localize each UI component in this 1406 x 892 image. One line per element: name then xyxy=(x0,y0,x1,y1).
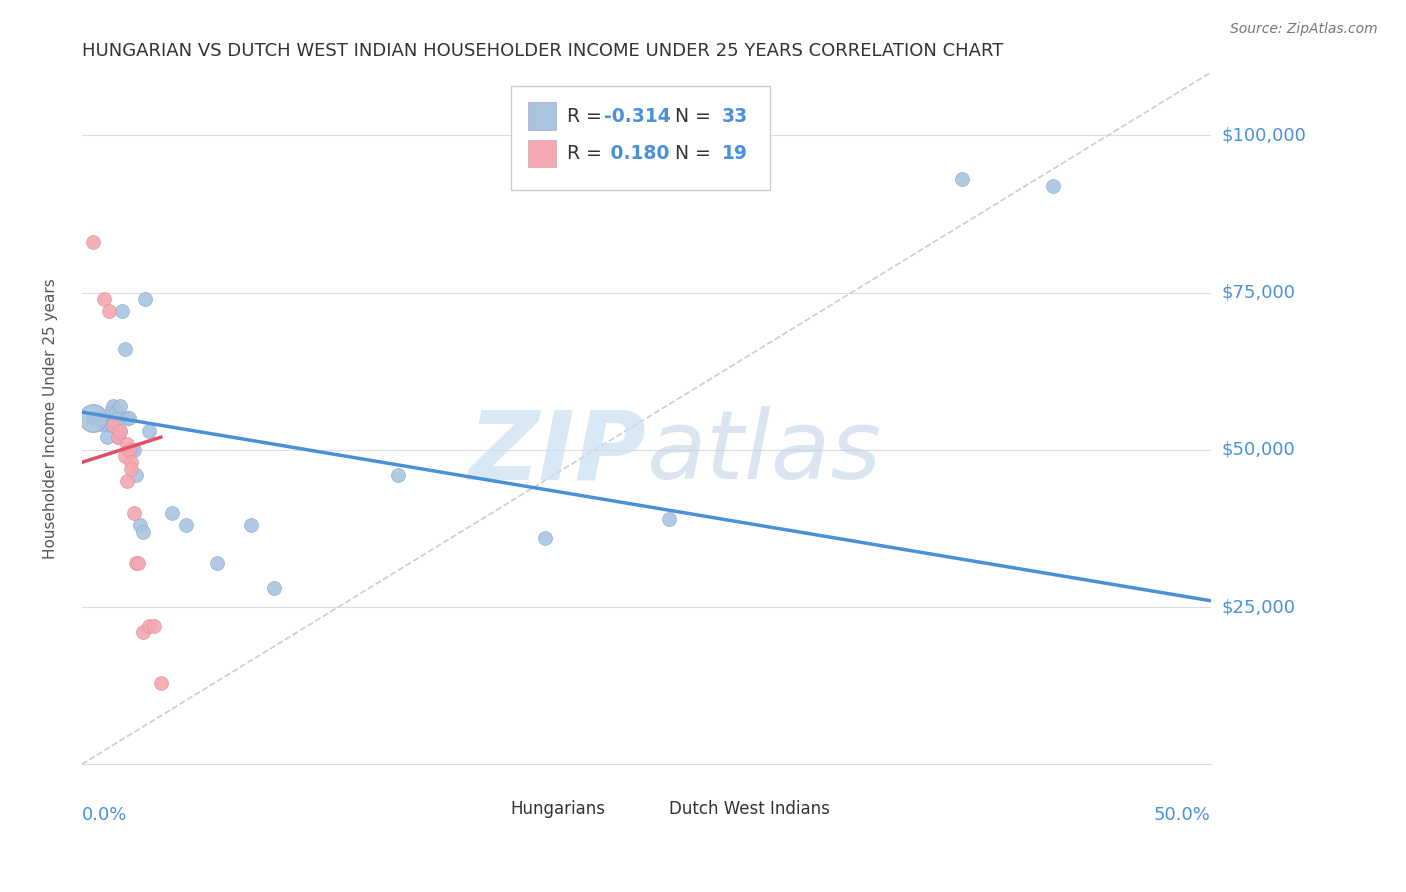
Point xyxy=(100,405,122,419)
Text: HUNGARIAN VS DUTCH WEST INDIAN HOUSEHOLDER INCOME UNDER 25 YEARS CORRELATION CHA: HUNGARIAN VS DUTCH WEST INDIAN HOUSEHOLD… xyxy=(82,42,1002,60)
Point xyxy=(1042,178,1064,193)
Point xyxy=(125,467,148,482)
Point xyxy=(104,405,127,419)
Point xyxy=(118,442,141,457)
Point xyxy=(107,430,129,444)
Point xyxy=(115,475,138,489)
Text: 0.0%: 0.0% xyxy=(82,805,127,824)
Y-axis label: Householder Income Under 25 years: Householder Income Under 25 years xyxy=(44,278,58,558)
Point xyxy=(131,524,153,539)
Point xyxy=(120,442,142,457)
Point xyxy=(115,436,138,450)
Point xyxy=(950,172,973,186)
Text: $25,000: $25,000 xyxy=(1222,598,1296,616)
Point xyxy=(82,411,104,425)
Text: Dutch West Indians: Dutch West Indians xyxy=(669,800,830,818)
Text: 0.180: 0.180 xyxy=(605,144,669,163)
Text: R =: R = xyxy=(567,144,607,163)
Point xyxy=(263,581,285,595)
Text: N =: N = xyxy=(664,106,717,126)
Point xyxy=(120,455,142,469)
Point xyxy=(107,430,129,444)
Point xyxy=(115,411,138,425)
Point xyxy=(122,442,145,457)
Point xyxy=(205,556,228,570)
Point xyxy=(658,512,681,526)
FancyBboxPatch shape xyxy=(644,801,666,818)
Point xyxy=(96,430,118,444)
FancyBboxPatch shape xyxy=(527,139,555,167)
Point xyxy=(107,411,129,425)
Point xyxy=(103,417,125,432)
Point xyxy=(108,424,131,438)
Point xyxy=(108,424,131,438)
Point xyxy=(149,675,172,690)
Point xyxy=(127,556,149,570)
Text: -0.314: -0.314 xyxy=(605,106,671,126)
Point xyxy=(120,461,142,475)
Text: N =: N = xyxy=(664,144,717,163)
Point xyxy=(131,625,153,640)
FancyBboxPatch shape xyxy=(527,103,555,130)
Text: 19: 19 xyxy=(721,144,748,163)
Point xyxy=(533,531,555,545)
Point xyxy=(122,506,145,520)
Point xyxy=(82,235,104,250)
Point xyxy=(134,292,156,306)
Point xyxy=(387,467,409,482)
Point xyxy=(129,518,152,533)
Text: 33: 33 xyxy=(721,106,748,126)
Text: ZIP: ZIP xyxy=(468,407,647,500)
Point xyxy=(174,518,197,533)
Point xyxy=(138,619,160,633)
Text: atlas: atlas xyxy=(647,407,882,500)
Text: Source: ZipAtlas.com: Source: ZipAtlas.com xyxy=(1230,22,1378,37)
Point xyxy=(93,417,115,432)
Text: $75,000: $75,000 xyxy=(1222,284,1296,301)
Point xyxy=(143,619,166,633)
Point xyxy=(103,399,125,413)
Point xyxy=(114,342,136,356)
Text: 50.0%: 50.0% xyxy=(1154,805,1211,824)
Point xyxy=(114,449,136,463)
Point xyxy=(138,424,160,438)
Point xyxy=(240,518,263,533)
Text: $50,000: $50,000 xyxy=(1222,441,1295,458)
Point xyxy=(97,304,120,318)
FancyBboxPatch shape xyxy=(510,87,770,190)
Point xyxy=(89,411,111,425)
Text: R =: R = xyxy=(567,106,607,126)
Point xyxy=(111,304,134,318)
Point xyxy=(160,506,183,520)
Text: $100,000: $100,000 xyxy=(1222,127,1306,145)
Point xyxy=(93,292,115,306)
Point xyxy=(125,556,148,570)
Point xyxy=(100,417,122,432)
Point xyxy=(118,411,141,425)
Point xyxy=(82,411,104,425)
FancyBboxPatch shape xyxy=(486,801,509,818)
Point xyxy=(108,399,131,413)
Text: Hungarians: Hungarians xyxy=(510,800,606,818)
